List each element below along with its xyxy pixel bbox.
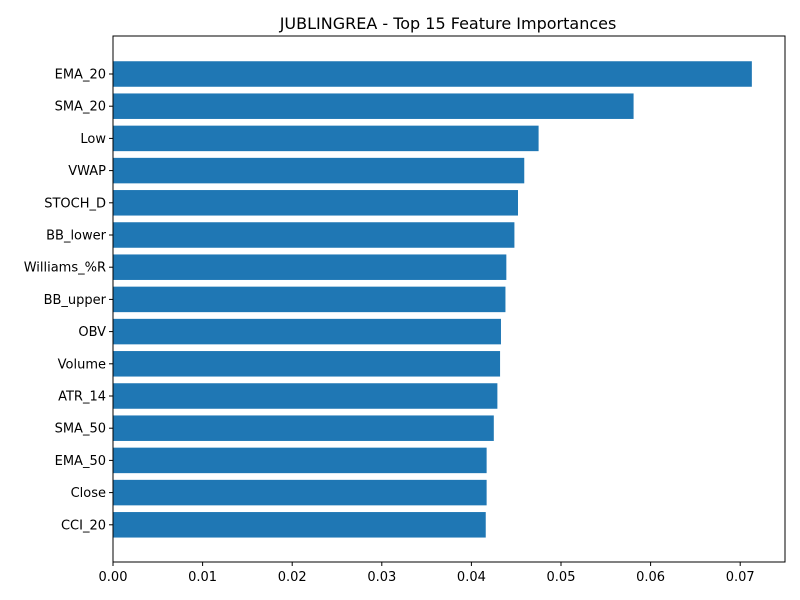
y-tick-label: STOCH_D <box>44 196 106 211</box>
bar-ema-50 <box>113 447 487 474</box>
bar-sma-20 <box>113 93 634 119</box>
x-tick-label: 0.07 <box>726 570 755 585</box>
bar-volume <box>113 351 501 377</box>
y-tick-label: CCI_20 <box>61 518 106 533</box>
y-tick-label: Low <box>80 132 106 147</box>
bar-stoch-d <box>113 190 518 216</box>
x-axis-ticks: 0.00 0.01 0.02 0.03 0.04 0.05 0.06 0.07 <box>99 562 755 585</box>
x-tick-label: 0.04 <box>457 570 486 585</box>
x-tick-label: 0.03 <box>367 570 396 585</box>
bar-low <box>113 125 539 152</box>
plot-frame <box>112 35 786 563</box>
y-tick-label: BB_lower <box>46 229 107 244</box>
y-tick-label: OBV <box>78 325 106 340</box>
bar-atr-14 <box>113 383 498 409</box>
bar-close <box>113 479 487 506</box>
bar-vwap <box>113 157 525 184</box>
y-axis-ticks: EMA_20 SMA_20 Low VWAP STOCH_D BB_lower Willia… <box>24 68 113 533</box>
chart-title: JUBLINGREA - Top 15 Feature Importances <box>279 14 617 33</box>
bars-group <box>113 61 752 538</box>
y-tick-label: VWAP <box>68 164 106 179</box>
y-tick-label: Close <box>71 486 106 501</box>
y-tick-label: BB_upper <box>44 293 107 308</box>
bar-bb-lower <box>113 222 515 248</box>
bar-williams-r <box>113 254 507 280</box>
y-tick-label: SMA_50 <box>55 422 106 437</box>
bar-ema-20 <box>113 61 752 87</box>
x-tick-label: 0.01 <box>188 570 217 585</box>
bar-obv <box>113 318 501 345</box>
y-tick-label: Volume <box>58 357 106 372</box>
x-tick-label: 0.00 <box>99 570 128 585</box>
bar-cci-20 <box>113 512 486 538</box>
y-tick-label: EMA_50 <box>55 454 106 469</box>
bar-sma-50 <box>113 415 494 441</box>
x-tick-label: 0.02 <box>278 570 307 585</box>
x-tick-label: 0.05 <box>547 570 576 585</box>
bar-bb-upper <box>113 286 506 313</box>
y-tick-label: EMA_20 <box>55 68 106 83</box>
y-tick-label: Williams_%R <box>24 261 106 276</box>
y-tick-label: SMA_20 <box>55 100 106 115</box>
x-tick-label: 0.06 <box>636 570 665 585</box>
y-tick-label: ATR_14 <box>58 390 106 405</box>
